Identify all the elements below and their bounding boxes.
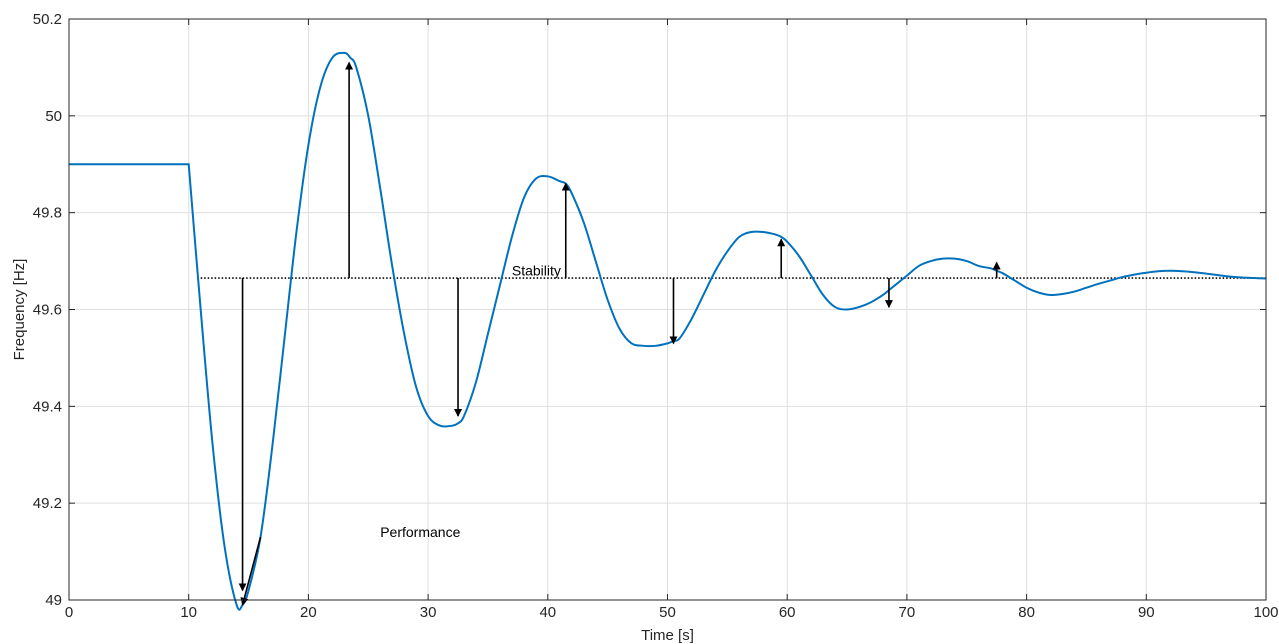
series-lines [69, 51, 1267, 611]
y-axis-ticks: 49 49.2 49.4 49.6 49.8 50 50.2 [33, 11, 1266, 609]
x-tick-label: 0 [65, 604, 73, 621]
x-tick-label: 70 [899, 604, 916, 621]
y-tick-label: 49.4 [33, 398, 62, 415]
y-tick-label: 49.2 [33, 495, 62, 512]
y-tick-label: 49.6 [33, 302, 62, 319]
y-axis-label: Frequency [Hz] [11, 259, 28, 361]
x-tick-label: 80 [1018, 604, 1035, 621]
x-tick-label: 90 [1138, 604, 1155, 621]
x-tick-label: 100 [1253, 604, 1278, 621]
x-axis-label: Time [s] [641, 627, 694, 644]
x-tick-label: 60 [779, 604, 796, 621]
y-tick-label: 50.2 [33, 11, 62, 28]
x-tick-label: 30 [420, 604, 437, 621]
annotation-arrow [240, 536, 262, 606]
x-tick-label: 10 [180, 604, 197, 621]
annotation-label: Stability [512, 263, 561, 279]
annotations: Stability Performance [238, 61, 1001, 606]
y-tick-label: 50 [45, 108, 62, 125]
x-tick-label: 50 [659, 604, 676, 621]
x-tick-label: 20 [300, 604, 317, 621]
y-tick-label: 49.8 [33, 205, 62, 222]
x-axis-ticks: 0 10 20 30 40 50 60 70 80 90 100 [65, 19, 1279, 621]
annotation-label: Performance [380, 524, 460, 540]
x-tick-label: 40 [539, 604, 556, 621]
frequency-series-line [69, 51, 1267, 611]
y-tick-label: 49 [45, 592, 62, 609]
